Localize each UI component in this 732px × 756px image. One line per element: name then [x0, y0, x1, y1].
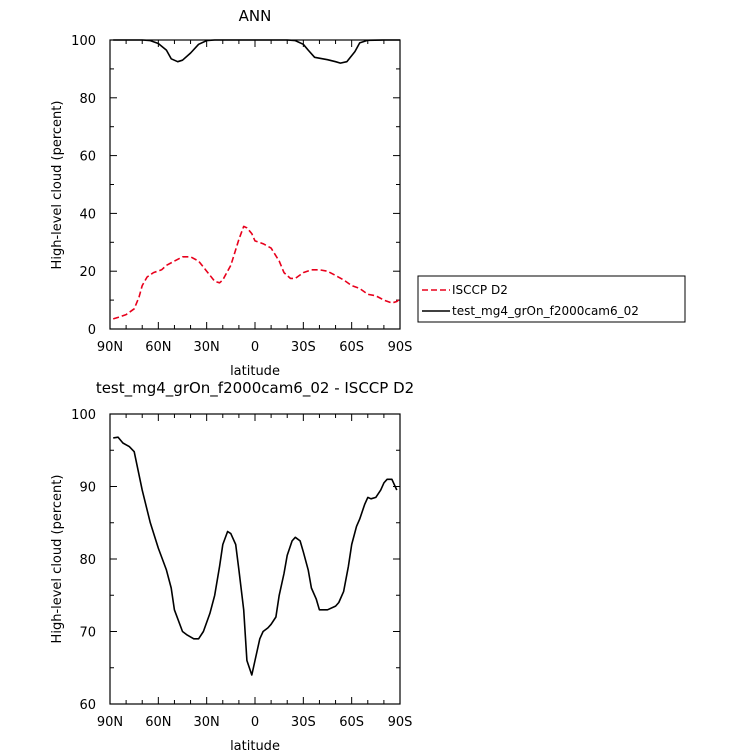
bottom-axis-ticks: 90N 60N 30N 0 30S 60S 90S 60 70 80 90 100 — [71, 408, 412, 730]
top-y-tick-label: 80 — [79, 92, 96, 107]
bottom-series-line-1 — [113, 436, 398, 676]
top-x-tick-label: 30N — [194, 340, 220, 355]
top-y-tick-label: 40 — [79, 207, 96, 222]
bottom-y-tick-label: 90 — [79, 481, 96, 496]
top-plot-frame — [109, 39, 401, 330]
top-x-tick-label: 0 — [251, 340, 259, 355]
legend-label-isccp: ISCCP D2 — [452, 283, 508, 297]
bottom-y-tick-label: 100 — [71, 408, 96, 423]
bottom-chart-title: test_mg4_grOn_f2000cam6_02 - ISCCP D2 — [96, 379, 414, 398]
bottom-x-tick-label: 0 — [251, 715, 259, 730]
bottom-series-lines — [113, 436, 398, 676]
top-x-tick-label: 90S — [388, 340, 413, 355]
bottom-x-axis-title: latitude — [230, 739, 280, 754]
top-chart-title: ANN — [239, 7, 272, 25]
top-x-axis-title: latitude — [230, 364, 280, 379]
top-y-tick-label: 60 — [79, 150, 96, 165]
top-y-tick-label: 100 — [71, 34, 96, 49]
legend-label-model: test_mg4_grOn_f2000cam6_02 — [452, 304, 639, 318]
top-series-line-1 — [112, 225, 401, 320]
top-y-tick-label: 0 — [88, 323, 96, 338]
top-x-tick-label: 90N — [97, 340, 123, 355]
bottom-x-tick-label: 60N — [145, 715, 171, 730]
top-axis-ticks: 90N 60N 30N 0 30S 60S 90S 0 20 40 60 80 100 — [71, 34, 412, 355]
bottom-y-tick-label: 60 — [79, 698, 96, 713]
bottom-y-axis-title: High-level cloud (percent) — [50, 475, 65, 644]
top-x-tick-label: 30S — [291, 340, 316, 355]
bottom-panel: test_mg4_grOn_f2000cam6_02 - ISCCP D2 90… — [50, 379, 414, 754]
bottom-x-tick-label: 90S — [388, 715, 413, 730]
top-y-axis-title: High-level cloud (percent) — [50, 101, 65, 270]
top-series-lines — [112, 39, 401, 320]
top-x-tick-label: 60S — [339, 340, 364, 355]
bottom-y-tick-label: 70 — [79, 626, 96, 641]
top-panel: ANN 90N 60N 30N 0 30S 60S 90S 0 20 40 60 80 100 lati… — [50, 7, 412, 379]
top-y-tick-label: 20 — [79, 265, 96, 280]
top-series-line-2 — [113, 39, 400, 64]
bottom-x-tick-label: 30S — [291, 715, 316, 730]
bottom-x-tick-label: 60S — [339, 715, 364, 730]
top-x-tick-label: 60N — [145, 340, 171, 355]
bottom-y-tick-label: 80 — [79, 553, 96, 568]
bottom-x-tick-label: 90N — [97, 715, 123, 730]
legend-box — [417, 275, 686, 323]
bottom-x-tick-label: 30N — [194, 715, 220, 730]
legend: ISCCP D2 test_mg4_grOn_f2000cam6_02 — [417, 275, 686, 323]
